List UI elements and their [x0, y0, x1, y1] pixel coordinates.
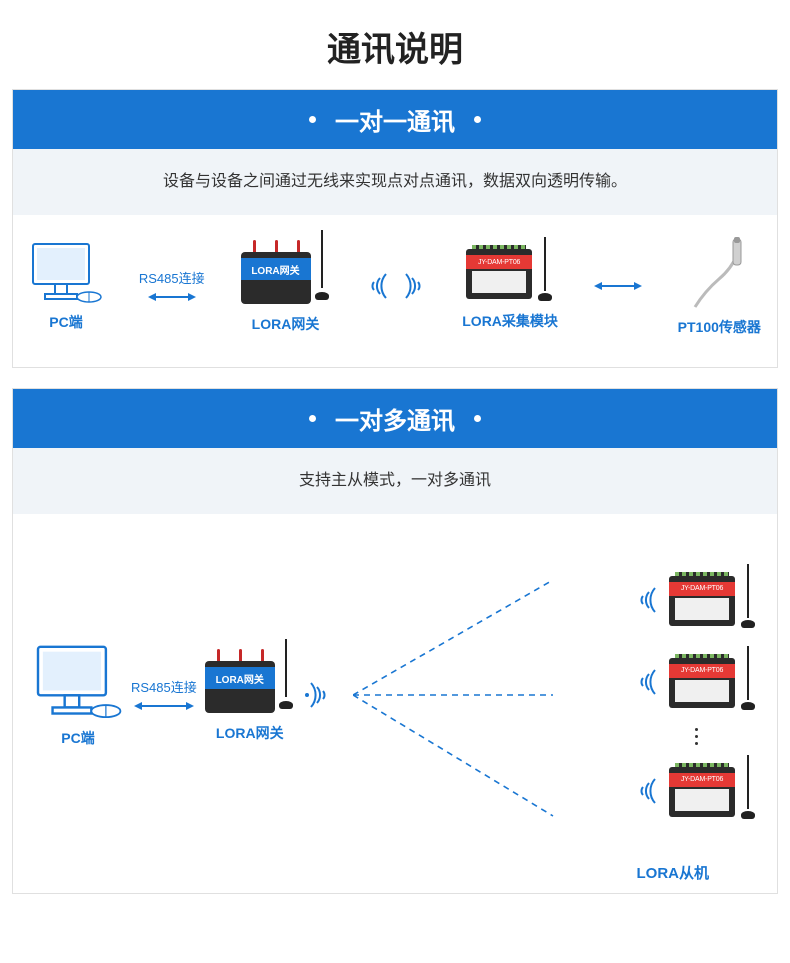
antenna-icon [741, 646, 755, 710]
node-module: JY-DAM-PT06 LORA采集模块 [462, 241, 558, 331]
antenna-icon [279, 639, 293, 709]
rs485-link-2: RS485连接 [131, 677, 197, 714]
section1-diagram: PC端 RS485连接 LORA网关 [13, 215, 777, 367]
slave-module-band: JY-DAM-PT06 [669, 773, 735, 787]
antenna-icon [741, 755, 755, 819]
dot-icon [309, 415, 316, 422]
dot-icon [474, 116, 481, 123]
gateway-icon: LORA网关 [241, 238, 331, 308]
section1-desc: 设备与设备之间通过无线来实现点对点通讯，数据双向透明传输。 [13, 149, 777, 215]
antenna-icon [741, 564, 755, 628]
wireless-in-icon [635, 662, 663, 702]
gateway-band-label: LORA网关 [241, 258, 311, 280]
section-one-to-many: 一对多通讯 支持主从模式，一对多通讯 [12, 388, 778, 894]
pc-label: PC端 [49, 312, 82, 332]
section2-desc: 支持主从模式，一对多通讯 [13, 448, 777, 514]
wireless-in-icon [635, 580, 663, 620]
slaves-label: LORA从机 [21, 862, 769, 883]
module-band-label: JY-DAM-PT06 [466, 255, 532, 269]
section1-header-label: 一对一通讯 [335, 109, 455, 136]
gateway-band-label-2: LORA网关 [205, 667, 275, 689]
node-gateway: LORA网关 LORA网关 [241, 238, 331, 334]
section-one-to-one: 一对一通讯 设备与设备之间通过无线来实现点对点通讯，数据双向透明传输。 PC端 [12, 89, 778, 368]
node-pc: PC端 [29, 240, 103, 332]
wireless-link [366, 266, 426, 306]
slave-module-band: JY-DAM-PT06 [669, 582, 735, 596]
dot-icon [309, 116, 316, 123]
slave-1: JY-DAM-PT06 [635, 568, 757, 632]
slave-module-icon: JY-DAM-PT06 [669, 568, 757, 632]
slave-n: JY-DAM-PT06 [635, 759, 757, 823]
rs485-label: RS485连接 [139, 268, 205, 287]
module-icon: JY-DAM-PT06 [466, 241, 554, 305]
node-gateway-2: LORA网关 LORA网关 [205, 647, 295, 743]
slaves-column: JY-DAM-PT06 JY-DAM-PT06 [635, 568, 757, 823]
wireless-out-icon [303, 675, 331, 715]
node-sensor: PT100传感器 [678, 235, 761, 337]
gateway-label-2: LORA网关 [216, 723, 284, 743]
sensor-icon [685, 235, 753, 311]
dot-icon [474, 415, 481, 422]
page-title: 通讯说明 [0, 0, 790, 89]
pc-label-2: PC端 [61, 728, 94, 748]
fan-lines [353, 540, 563, 850]
slave-module-icon: JY-DAM-PT06 [669, 759, 757, 823]
slave-module-band: JY-DAM-PT06 [669, 664, 735, 678]
sensor-label: PT100传感器 [678, 317, 761, 337]
section2-diagram: PC端 RS485连接 [13, 514, 777, 893]
module-label: LORA采集模块 [462, 311, 558, 331]
pc-icon [29, 240, 103, 306]
antenna-icon [315, 230, 329, 300]
sensor-link [594, 278, 642, 294]
section2-header-label: 一对多通讯 [335, 408, 455, 435]
rs485-link: RS485连接 [139, 268, 205, 305]
slave-module-icon: JY-DAM-PT06 [669, 650, 757, 714]
section2-header: 一对多通讯 [13, 389, 777, 448]
node-pc-2: PC端 [33, 642, 123, 748]
rs485-label-2: RS485连接 [131, 677, 197, 696]
wireless-in-icon [635, 771, 663, 811]
slave-2: JY-DAM-PT06 [635, 650, 757, 714]
gateway-label: LORA网关 [252, 314, 320, 334]
ellipsis-icon [686, 728, 706, 745]
section1-header: 一对一通讯 [13, 90, 777, 149]
gateway-icon: LORA网关 [205, 647, 295, 717]
antenna-icon [538, 237, 552, 301]
pc-icon [33, 642, 123, 722]
